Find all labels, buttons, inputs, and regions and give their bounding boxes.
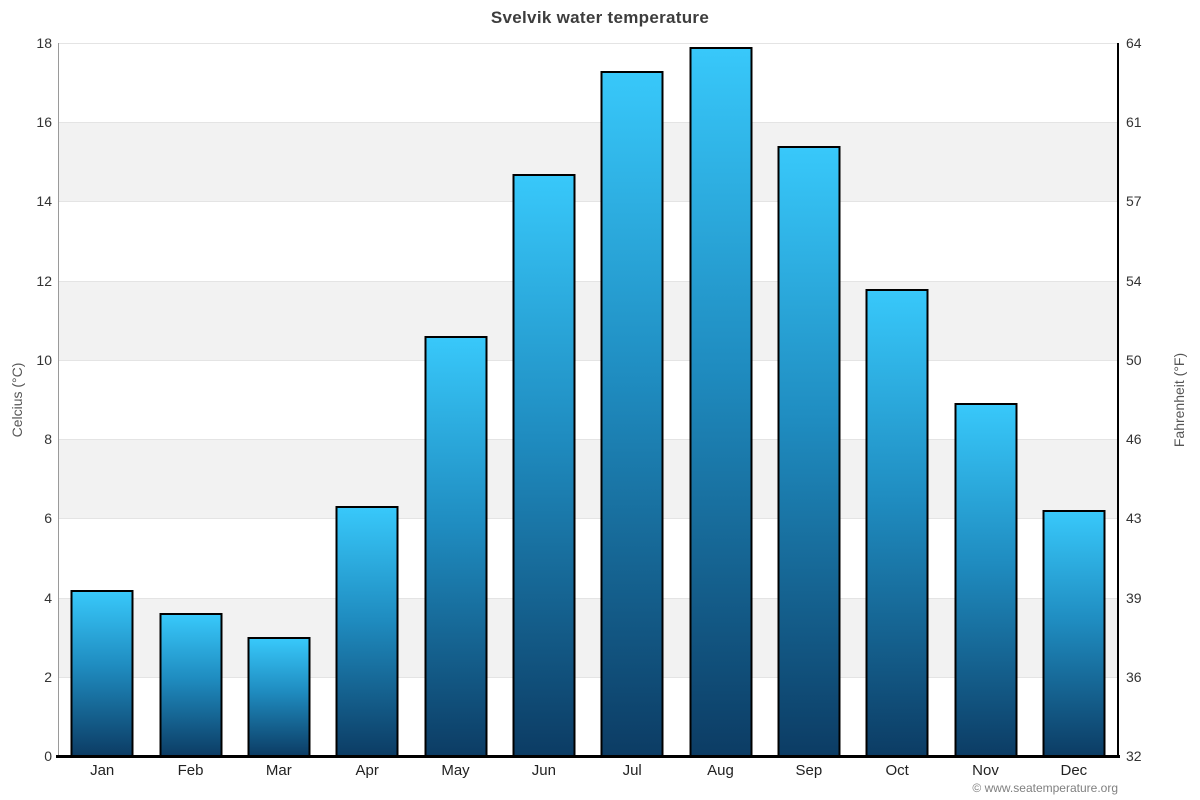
month-label-oct: Oct — [885, 762, 909, 779]
celsius-tick-label: 10 — [36, 351, 52, 368]
fahrenheit-tick-label: 64 — [1126, 35, 1142, 51]
bar-jun[interactable] — [512, 173, 576, 756]
fahrenheit-tick-label: 36 — [1126, 668, 1142, 685]
grid-band — [58, 122, 1118, 202]
month-label-aug: Aug — [707, 762, 734, 779]
fahrenheit-tick-label: 32 — [1126, 748, 1142, 764]
fahrenheit-tick-label: 61 — [1126, 114, 1142, 131]
celsius-tick-label: 16 — [36, 114, 52, 131]
month-label-jun: Jun — [531, 762, 556, 779]
grid-band — [58, 280, 1118, 360]
bar-mar[interactable] — [247, 637, 311, 756]
fahrenheit-tick-label: 57 — [1126, 193, 1142, 210]
chart-title: Svelvik water temperature — [490, 8, 710, 27]
celsius-tick-label: 4 — [44, 589, 52, 606]
month-label-feb: Feb — [177, 762, 204, 779]
celsius-axis-line — [58, 43, 59, 756]
bar-apr[interactable] — [335, 506, 399, 756]
month-label-jul: Jul — [622, 762, 642, 779]
fahrenheit-tick-label: 43 — [1126, 510, 1142, 527]
bar-nov[interactable] — [954, 403, 1017, 756]
celsius-tick-label: 18 — [36, 35, 52, 51]
bar-sep[interactable] — [777, 146, 841, 756]
gridline — [58, 43, 1118, 44]
bar-oct[interactable] — [865, 288, 929, 756]
copyright-credit: © www.seatemperature.org — [972, 781, 1118, 795]
celsius-tick-label: 8 — [44, 431, 52, 448]
month-label-apr: Apr — [355, 762, 379, 779]
fahrenheit-tick-label: 46 — [1126, 431, 1142, 448]
month-label-dec: Dec — [1060, 762, 1088, 779]
gridline — [58, 676, 1118, 678]
fahrenheit-tick-label: 50 — [1126, 351, 1142, 368]
gridline — [58, 280, 1118, 282]
celsius-tick-label: 12 — [36, 272, 52, 289]
gridline — [58, 122, 1118, 124]
bar-feb[interactable] — [159, 613, 222, 756]
gridline — [58, 201, 1118, 203]
celsius-tick-label: 6 — [44, 510, 52, 527]
gridline — [58, 359, 1118, 361]
month-label-may: May — [441, 762, 470, 779]
bar-may[interactable] — [424, 336, 487, 756]
month-label-mar: Mar — [265, 762, 292, 779]
month-label-sep: Sep — [795, 762, 823, 779]
grid-band — [58, 597, 1118, 677]
fahrenheit-tick-label: 39 — [1126, 589, 1142, 606]
month-label-nov: Nov — [972, 762, 999, 779]
gridline — [58, 439, 1118, 441]
grid-band — [58, 439, 1118, 519]
celsius-tick-label: 0 — [44, 748, 52, 764]
fahrenheit-tick-label: 54 — [1126, 272, 1142, 289]
celsius-tick-label: 2 — [44, 668, 52, 685]
x-axis-baseline — [56, 755, 1120, 758]
fahrenheit-axis-line — [1117, 43, 1119, 756]
bar-jul[interactable] — [600, 70, 664, 756]
gridline — [58, 597, 1118, 599]
plot-area — [58, 43, 1118, 756]
bar-jan[interactable] — [70, 589, 134, 756]
gridline — [58, 518, 1118, 520]
celsius-axis-title: Celcius (°C) — [9, 362, 25, 438]
celsius-tick-label: 14 — [36, 193, 52, 210]
bar-dec[interactable] — [1042, 510, 1106, 756]
month-label-jan: Jan — [90, 762, 115, 779]
bar-aug[interactable] — [689, 46, 752, 756]
